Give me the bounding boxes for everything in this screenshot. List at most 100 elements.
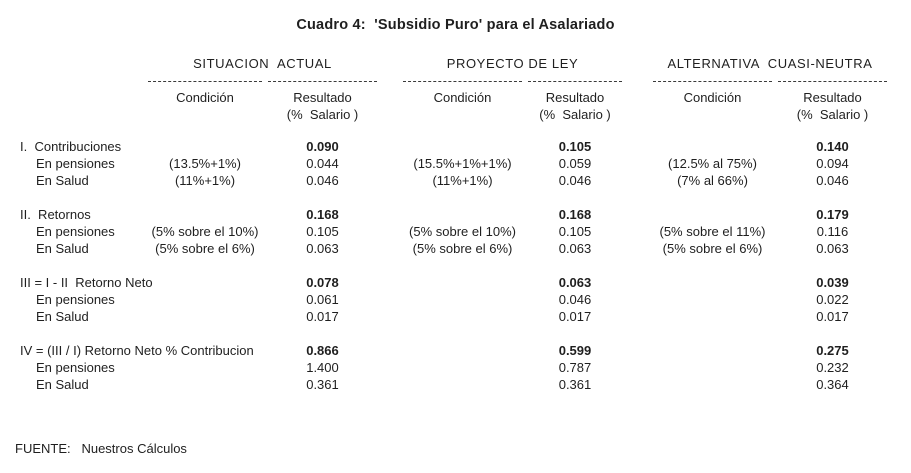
condition-cell	[650, 376, 775, 393]
row-label: En Salud	[36, 241, 89, 256]
result-cell: 0.022	[816, 292, 849, 307]
row-label: IV = (III / I) Retorno Neto % Contribuci…	[20, 343, 254, 358]
column-group-title-situacion-actual: SITUACION ACTUAL	[193, 56, 332, 71]
result-cell: 0.168	[306, 207, 339, 222]
result-cell: 0.046	[558, 292, 592, 307]
condition-cell: (11%+1%)	[432, 173, 493, 188]
table-row: En Salud 0.017 0.017 0.017	[0, 308, 911, 325]
dashed-rule	[145, 77, 265, 89]
column-header-resultado: Resultado	[293, 90, 352, 105]
condition-cell: (5% sobre el 10%)	[409, 224, 516, 239]
section-contribuciones: I. Contribuciones 0.090 0.105 0.140 En p…	[0, 138, 911, 189]
condition-cell	[145, 274, 265, 291]
row-label: En Salud	[36, 309, 89, 324]
condition-cell	[650, 342, 775, 359]
condition-cell	[400, 138, 525, 155]
result-cell: 0.090	[306, 139, 339, 154]
condition-cell	[400, 274, 525, 291]
result-cell: 0.787	[558, 360, 592, 375]
condition-cell: (12.5% al 75%)	[668, 156, 757, 171]
table-row: IV = (III / I) Retorno Neto % Contribuci…	[0, 342, 911, 359]
result-cell: 0.063	[306, 241, 339, 256]
condition-cell	[650, 359, 775, 376]
dashed-rule	[775, 77, 890, 89]
table-row: En Salud (11%+1%) 0.046 (11%+1%) 0.046 (…	[0, 172, 911, 189]
row-label: En pensiones	[36, 156, 115, 171]
result-cell: 0.364	[816, 377, 849, 392]
row-label: En pensiones	[36, 224, 115, 239]
section-retorno-neto-pct-contribucion: IV = (III / I) Retorno Neto % Contribuci…	[0, 342, 911, 393]
section-retornos: II. Retornos 0.168 0.168 0.179 En pensio…	[0, 206, 911, 257]
column-subheader-pct-salario: (% Salario )	[796, 107, 869, 122]
condition-cell	[400, 359, 525, 376]
condition-cell	[400, 206, 525, 223]
row-label: En pensiones	[36, 360, 115, 375]
result-cell: 0.063	[558, 275, 592, 290]
column-header-condicion: Condición	[683, 90, 742, 105]
dashed-rule	[650, 77, 775, 89]
result-cell: 0.059	[558, 156, 592, 171]
condition-cell	[145, 291, 265, 308]
condition-cell	[400, 376, 525, 393]
dashed-rule	[400, 77, 525, 89]
result-cell: 0.039	[816, 275, 849, 290]
result-cell: 0.094	[816, 156, 849, 171]
column-header-resultado: Resultado	[545, 90, 605, 105]
condition-cell	[400, 342, 525, 359]
table-body: I. Contribuciones 0.090 0.105 0.140 En p…	[0, 138, 911, 393]
result-cell: 0.866	[306, 343, 339, 358]
result-cell: 0.017	[306, 309, 339, 324]
result-cell: 0.361	[306, 377, 339, 392]
result-cell: 0.105	[306, 224, 339, 239]
condition-cell: (13.5%+1%)	[169, 156, 241, 171]
result-cell: 0.232	[816, 360, 849, 375]
result-cell: 0.140	[816, 139, 849, 154]
table-title: Cuadro 4: 'Subsidio Puro' para el Asalar…	[296, 17, 615, 33]
dashed-rule	[265, 77, 380, 89]
condition-cell	[650, 308, 775, 325]
condition-cell: (5% sobre el 6%)	[662, 241, 763, 256]
result-cell: 0.105	[558, 139, 592, 154]
result-cell: 0.063	[558, 241, 592, 256]
table-row: En pensiones 1.400 0.787 0.232	[0, 359, 911, 376]
result-cell: 0.046	[306, 173, 339, 188]
condition-cell	[650, 274, 775, 291]
column-group-title-proyecto-de-ley: PROYECTO DE LEY	[446, 56, 579, 71]
condition-cell: (5% sobre el 11%)	[659, 224, 766, 239]
column-header-resultado: Resultado	[803, 90, 862, 105]
table-row: En Salud (5% sobre el 6%) 0.063 (5% sobr…	[0, 240, 911, 257]
result-cell: 0.017	[816, 309, 849, 324]
result-cell: 0.063	[816, 241, 849, 256]
result-cell: 0.599	[558, 343, 592, 358]
condition-cell: (7% al 66%)	[677, 173, 748, 188]
table-row: En pensiones (5% sobre el 10%) 0.105 (5%…	[0, 223, 911, 240]
condition-cell	[650, 206, 775, 223]
table-row: En pensiones (13.5%+1%) 0.044 (15.5%+1%+…	[0, 155, 911, 172]
condition-cell	[650, 138, 775, 155]
row-label: I. Contribuciones	[20, 139, 122, 154]
result-cell: 0.061	[306, 292, 339, 307]
row-label: En pensiones	[36, 292, 115, 307]
result-cell: 0.046	[558, 173, 592, 188]
condition-cell: (11%+1%)	[174, 173, 236, 188]
source-note: FUENTE: Nuestros Cálculos	[15, 441, 187, 456]
table-header: SITUACION ACTUAL PROYECTO DE LEY ALTERNA…	[0, 56, 911, 123]
result-cell: 0.078	[306, 275, 339, 290]
row-label: En Salud	[36, 377, 89, 392]
condition-cell	[145, 308, 265, 325]
result-cell: 0.275	[816, 343, 849, 358]
condition-cell	[400, 308, 525, 325]
result-cell: 0.044	[306, 156, 339, 171]
result-cell: 0.168	[558, 207, 592, 222]
result-cell: 0.017	[558, 309, 592, 324]
table-row: En Salud 0.361 0.361 0.364	[0, 376, 911, 393]
section-retorno-neto: III = I - II Retorno Neto 0.078 0.063 0.…	[0, 274, 911, 325]
column-header-condicion: Condición	[433, 90, 492, 105]
column-subheader-pct-salario: (% Salario )	[539, 107, 611, 122]
table-row: I. Contribuciones 0.090 0.105 0.140	[0, 138, 911, 155]
column-subheader-pct-salario: (% Salario )	[286, 107, 359, 122]
result-cell: 0.105	[558, 224, 592, 239]
row-label: En Salud	[36, 173, 89, 188]
condition-cell	[650, 291, 775, 308]
